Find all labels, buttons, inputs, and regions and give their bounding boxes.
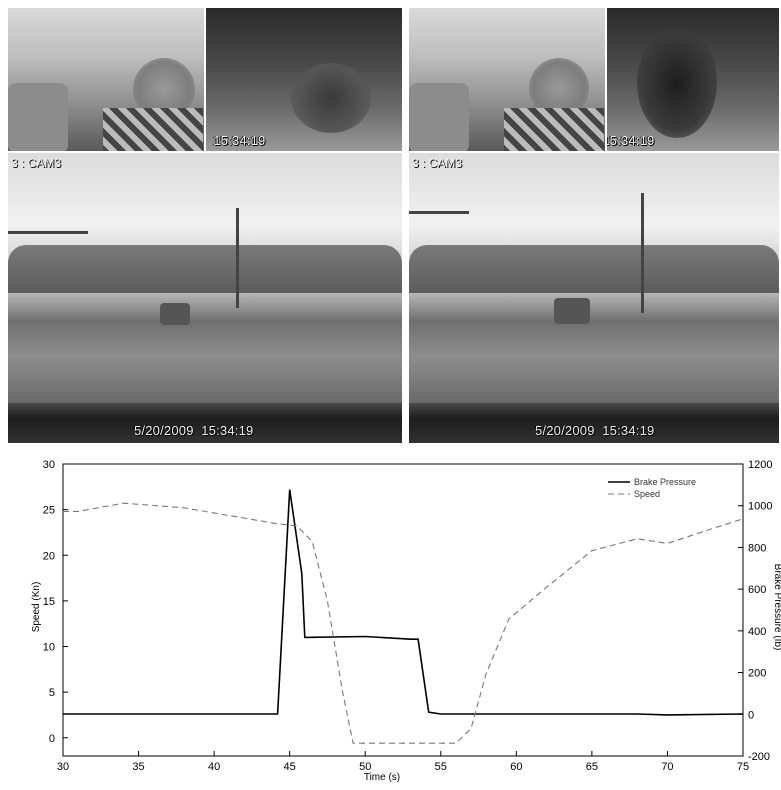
legend-label: Brake Pressure xyxy=(634,477,696,487)
y2-axis-title: Brake Pressure (Ib) xyxy=(772,564,781,651)
treeline-image xyxy=(409,245,779,293)
y2-tick-label: 200 xyxy=(748,668,766,680)
y-tick-label: 10 xyxy=(43,642,55,654)
chart-series xyxy=(63,489,744,744)
x-tick-label: 55 xyxy=(435,761,447,773)
signal-pole xyxy=(8,231,88,234)
hood-image xyxy=(409,403,779,443)
signal-pole xyxy=(236,208,239,308)
y2-tick-label: 1000 xyxy=(748,501,772,513)
signal-pole xyxy=(409,211,469,214)
signal-pole xyxy=(641,193,644,313)
y-tick-label: 0 xyxy=(49,733,55,745)
y2-tick-label: 400 xyxy=(748,626,766,638)
y2-tick-label: 600 xyxy=(748,584,766,596)
x-tick-label: 45 xyxy=(284,761,296,773)
right-top-timestamp: 5/20/2009 15:34:19 xyxy=(607,133,655,148)
right-road-camera-view: 3 : CAM3 5/20/2009 15:34:19 xyxy=(409,153,779,443)
x-tick-label: 70 xyxy=(661,761,673,773)
left-cam-label: 3 : CAM3 xyxy=(11,156,62,170)
y2-tick-label: 0 xyxy=(748,709,754,721)
y-tick-label: 20 xyxy=(43,550,55,562)
left-cabin-camera-view xyxy=(8,8,204,151)
right-cabin-camera-view xyxy=(409,8,605,151)
y2-tick-label: -200 xyxy=(748,751,770,763)
treeline-image xyxy=(8,245,402,293)
y2-tick-label: 1200 xyxy=(748,459,772,471)
seat-image xyxy=(8,83,68,151)
chart-legend: Brake Pressure Speed xyxy=(608,477,696,499)
left-bottom-timestamp: 5/20/2009 15:34:19 xyxy=(134,423,254,438)
hood-image xyxy=(8,403,402,443)
series-line-speed xyxy=(63,502,744,744)
right-cam-label: 3 : CAM3 xyxy=(412,156,463,170)
right-foot-camera-view: 5/20/2009 15:34:19 xyxy=(607,8,779,151)
left-foot-camera-view: 5/20/2009 15:34:19 xyxy=(206,8,402,151)
blurred-foot xyxy=(291,63,371,133)
shoe-on-pedal xyxy=(637,28,717,138)
y-tick-label: 25 xyxy=(43,505,55,517)
x-tick-label: 40 xyxy=(208,761,220,773)
y-tick-label: 30 xyxy=(43,459,55,471)
driver-shirt-image xyxy=(103,108,203,151)
x-tick-label: 65 xyxy=(586,761,598,773)
x-tick-label: 30 xyxy=(57,761,69,773)
brake-speed-chart: 30 35 40 45 50 55 60 65 70 75 0 5 10 15 20 25 30 -200 0 200… xyxy=(31,459,781,783)
right-bottom-timestamp: 5/20/2009 15:34:19 xyxy=(535,423,655,438)
y-tick-label: 15 xyxy=(43,596,55,608)
x-tick-label: 60 xyxy=(510,761,522,773)
left-top-timestamp: 5/20/2009 15:34:19 xyxy=(213,133,266,148)
legend-label: Speed xyxy=(634,489,660,499)
lead-car-image xyxy=(160,303,190,325)
seat-image xyxy=(409,83,469,151)
series-line-brake-pressure xyxy=(63,489,744,716)
y2-tick-label: 800 xyxy=(748,542,766,554)
plot-frame xyxy=(62,463,744,757)
x-tick-label: 75 xyxy=(737,761,749,773)
y-axis-title: Speed (Kn) xyxy=(31,582,42,633)
driver-shirt-image xyxy=(504,108,604,151)
y-tick-label: 5 xyxy=(49,687,55,699)
x-tick-label: 35 xyxy=(132,761,144,773)
chart-axes: 30 35 40 45 50 55 60 65 70 75 0 5 10 15 20 25 30 -200 0 200… xyxy=(43,459,773,773)
left-road-camera-view: 3 : CAM3 5/20/2009 15:34:19 xyxy=(8,153,402,443)
x-axis-title: Time (s) xyxy=(364,772,400,783)
lead-car-image xyxy=(554,298,590,324)
x-tick-label: 50 xyxy=(359,761,371,773)
